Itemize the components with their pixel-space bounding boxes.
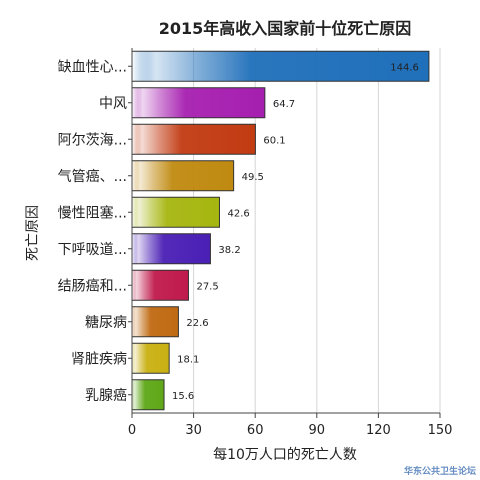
x-tick-label-2: 60: [247, 423, 264, 438]
category-label-5: 下呼吸道...: [58, 242, 127, 258]
bar-2: [131, 123, 256, 155]
category-label-8: 肾脏疾病: [71, 351, 127, 367]
y-axis-label: 死亡原因: [25, 205, 41, 261]
x-tick-label-5: 150: [428, 423, 453, 438]
value-label-5: 38.2: [218, 245, 240, 256]
category-label-3: 气管癌、...: [58, 169, 127, 185]
value-label-3: 49.5: [242, 172, 264, 183]
bar-7: [131, 306, 179, 338]
bar-1: [131, 87, 266, 119]
value-label-1: 64.7: [273, 99, 295, 110]
bar-5: [131, 233, 211, 265]
x-axis-label: 每10万人口的死亡人数: [213, 447, 357, 463]
x-tick-label-3: 90: [309, 423, 326, 438]
bar-8: [131, 342, 170, 374]
bar-0: [131, 50, 430, 82]
value-label-7: 22.6: [186, 318, 208, 329]
watermark-text: 华东公共卫生论坛: [404, 465, 476, 477]
bar-3: [131, 160, 235, 192]
value-label-6: 27.5: [196, 281, 218, 292]
value-label-9: 15.6: [172, 391, 194, 402]
value-label-4: 42.6: [227, 208, 249, 219]
x-tick-label-0: 0: [128, 423, 136, 438]
category-label-2: 阿尔茨海...: [58, 132, 127, 148]
x-tick-label-4: 120: [366, 423, 391, 438]
value-label-0: 144.6: [390, 62, 419, 73]
category-label-6: 结肠癌和...: [58, 278, 127, 294]
value-label-2: 60.1: [263, 135, 285, 146]
category-label-0: 缺血性心...: [58, 59, 127, 75]
chart-title: 2015年高收入国家前十位死亡原因: [159, 19, 412, 38]
bar-9: [131, 379, 165, 411]
category-label-1: 中风: [99, 96, 127, 112]
bar-6: [131, 269, 189, 301]
category-label-9: 乳腺癌: [85, 388, 127, 404]
category-label-7: 糖尿病: [85, 315, 127, 331]
category-label-4: 慢性阻塞...: [58, 204, 127, 221]
bar-4: [131, 196, 220, 228]
value-label-8: 18.1: [177, 354, 199, 365]
x-tick-label-1: 30: [185, 423, 202, 438]
